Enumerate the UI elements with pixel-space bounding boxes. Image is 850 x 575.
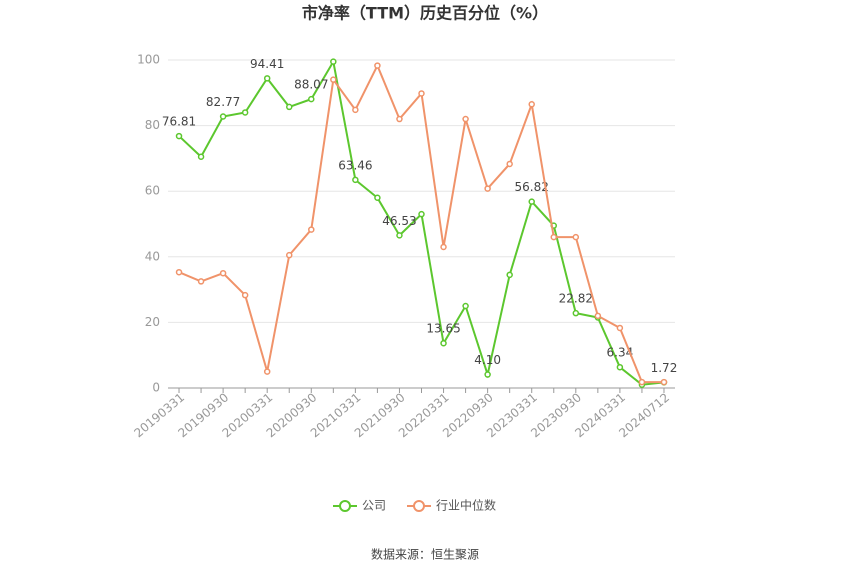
- legend-label: 行业中位数: [436, 498, 496, 513]
- point: [506, 160, 513, 168]
- point: [219, 269, 227, 277]
- point: [594, 312, 602, 320]
- data-label: 6.34: [607, 346, 634, 360]
- y-tick-label: 100: [137, 53, 160, 67]
- point: [550, 233, 558, 241]
- data-label: 1.72: [651, 361, 678, 375]
- data-label: 82.77: [206, 95, 240, 109]
- point: [352, 176, 359, 184]
- data-label: 22.82: [559, 292, 593, 306]
- point: [616, 363, 624, 371]
- point: [616, 324, 624, 332]
- point: [263, 75, 271, 82]
- series-line: [178, 58, 665, 386]
- point: [285, 103, 293, 111]
- chart-title: 市净率（TTM）历史百分位（%）: [302, 4, 548, 23]
- point: [440, 243, 447, 251]
- legend-item: 公司: [333, 499, 386, 513]
- point: [374, 62, 381, 69]
- y-tick-label: 60: [145, 184, 160, 198]
- data-label: 56.82: [515, 180, 549, 194]
- point: [330, 76, 337, 83]
- point: [418, 90, 425, 97]
- point: [175, 132, 183, 140]
- y-tick-label: 20: [145, 315, 160, 329]
- data-label: 4.10: [474, 353, 501, 367]
- point: [197, 278, 205, 285]
- point: [484, 185, 491, 192]
- series-line: [178, 63, 664, 384]
- point: [660, 378, 668, 386]
- point: [462, 302, 469, 310]
- point: [396, 115, 403, 123]
- source-note: 数据来源：恒生聚源: [371, 547, 479, 562]
- point: [330, 58, 337, 65]
- point: [263, 368, 271, 375]
- data-label: 94.41: [250, 57, 284, 71]
- data-label: 46.53: [382, 214, 416, 228]
- point: [241, 291, 249, 299]
- point: [462, 115, 469, 123]
- point: [638, 378, 646, 386]
- point: [484, 371, 491, 378]
- point: [308, 226, 315, 233]
- y-tick-label: 40: [145, 249, 160, 263]
- y-tick-label: 80: [145, 118, 160, 132]
- legend-item: 行业中位数: [407, 498, 496, 513]
- point: [308, 95, 315, 103]
- y-tick-label: 0: [152, 381, 160, 395]
- point: [572, 233, 580, 241]
- point: [285, 251, 293, 259]
- point: [528, 101, 535, 108]
- legend-marker: [413, 500, 425, 512]
- point: [374, 194, 381, 202]
- point: [241, 109, 249, 116]
- point: [197, 153, 205, 161]
- data-label: 88.07: [294, 78, 328, 92]
- data-label: 76.81: [162, 115, 196, 129]
- point: [572, 309, 580, 317]
- data-label: 63.46: [338, 158, 372, 172]
- data-label: 13.65: [426, 322, 460, 336]
- legend-marker: [339, 500, 351, 512]
- point: [506, 271, 513, 279]
- point: [352, 106, 359, 114]
- point: [219, 113, 227, 120]
- point: [440, 339, 447, 347]
- point: [175, 268, 183, 276]
- point: [528, 198, 535, 205]
- point: [396, 232, 403, 239]
- point: [418, 210, 425, 218]
- legend-label: 公司: [362, 499, 386, 513]
